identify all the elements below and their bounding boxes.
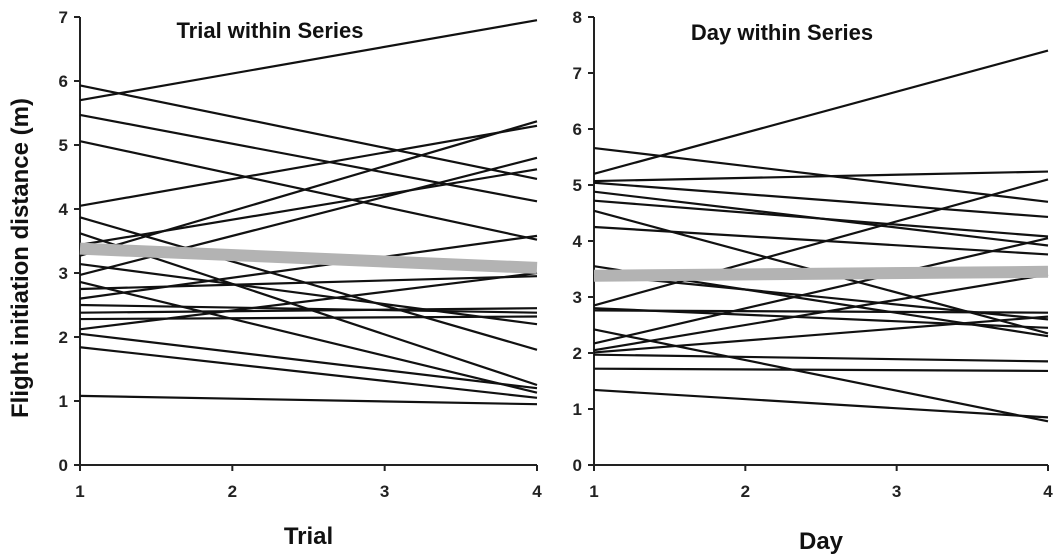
y-tick-label: 4 xyxy=(59,200,69,219)
y-tick-label: 0 xyxy=(59,456,68,475)
series-line-12 xyxy=(79,275,538,291)
series-line-4 xyxy=(79,124,538,207)
series-line-0 xyxy=(79,19,538,102)
series-line-18 xyxy=(79,332,538,390)
series-line-16 xyxy=(79,315,538,321)
x-tick-label: 1 xyxy=(589,482,598,501)
series-line-10 xyxy=(593,178,1049,307)
y-tick-label: 0 xyxy=(573,456,582,475)
x-tick-label: 3 xyxy=(892,482,901,501)
series-line-20 xyxy=(79,394,538,406)
series-line-7 xyxy=(79,168,538,246)
series-line-18 xyxy=(593,367,1049,373)
series-line-9 xyxy=(79,262,538,326)
y-tick-label: 6 xyxy=(573,120,582,139)
series-line-15 xyxy=(79,307,538,314)
y-axis-label: Flight initiation distance (m) xyxy=(7,98,34,418)
y-tick-label: 5 xyxy=(59,136,68,155)
series-line-1 xyxy=(593,146,1049,203)
y-tick-label: 2 xyxy=(59,328,68,347)
x-tick-label: 2 xyxy=(228,482,237,501)
series-line-16 xyxy=(593,315,1049,354)
series-line-11 xyxy=(79,280,538,394)
y-tick-label: 3 xyxy=(573,288,582,307)
y-tick-label: 2 xyxy=(573,344,582,363)
x-tick-label: 1 xyxy=(75,482,84,501)
y-tick-label: 5 xyxy=(573,176,582,195)
y-tick-label: 7 xyxy=(573,64,582,83)
mean-trend-line xyxy=(593,265,1049,282)
series-line-13 xyxy=(593,328,1049,423)
series-line-3 xyxy=(79,140,538,241)
series-line-5 xyxy=(593,199,1049,238)
series-line-13 xyxy=(79,234,538,300)
series-line-8 xyxy=(79,120,538,257)
y-tick-label: 3 xyxy=(59,264,68,283)
series-line-14 xyxy=(593,237,1049,345)
x-axis-label: Day xyxy=(799,528,844,555)
series-line-7 xyxy=(593,225,1049,256)
x-tick-label: 2 xyxy=(741,482,750,501)
series-line-3 xyxy=(593,181,1049,219)
series-line-19 xyxy=(79,346,538,399)
panel-title: Day within Series xyxy=(691,20,873,45)
x-axis-label: Trial xyxy=(284,523,333,550)
y-tick-label: 7 xyxy=(59,8,68,27)
series-line-17 xyxy=(593,353,1049,363)
series-line-2 xyxy=(593,170,1049,183)
series-line-2 xyxy=(79,113,538,203)
series-line-14 xyxy=(79,303,538,314)
series-line-1 xyxy=(79,84,538,180)
series-line-15 xyxy=(593,273,1049,352)
series-line-0 xyxy=(593,49,1049,175)
x-tick-label: 4 xyxy=(1043,482,1053,501)
panel-title: Trial within Series xyxy=(176,18,363,43)
y-tick-label: 1 xyxy=(59,392,68,411)
y-tick-label: 4 xyxy=(573,232,583,251)
series-line-17 xyxy=(79,271,538,331)
y-tick-label: 1 xyxy=(573,400,582,419)
y-tick-label: 8 xyxy=(573,8,582,27)
x-tick-label: 4 xyxy=(532,482,542,501)
x-tick-label: 3 xyxy=(380,482,389,501)
series-line-19 xyxy=(593,388,1049,419)
mean-trend-line xyxy=(79,242,538,274)
y-tick-label: 6 xyxy=(59,72,68,91)
